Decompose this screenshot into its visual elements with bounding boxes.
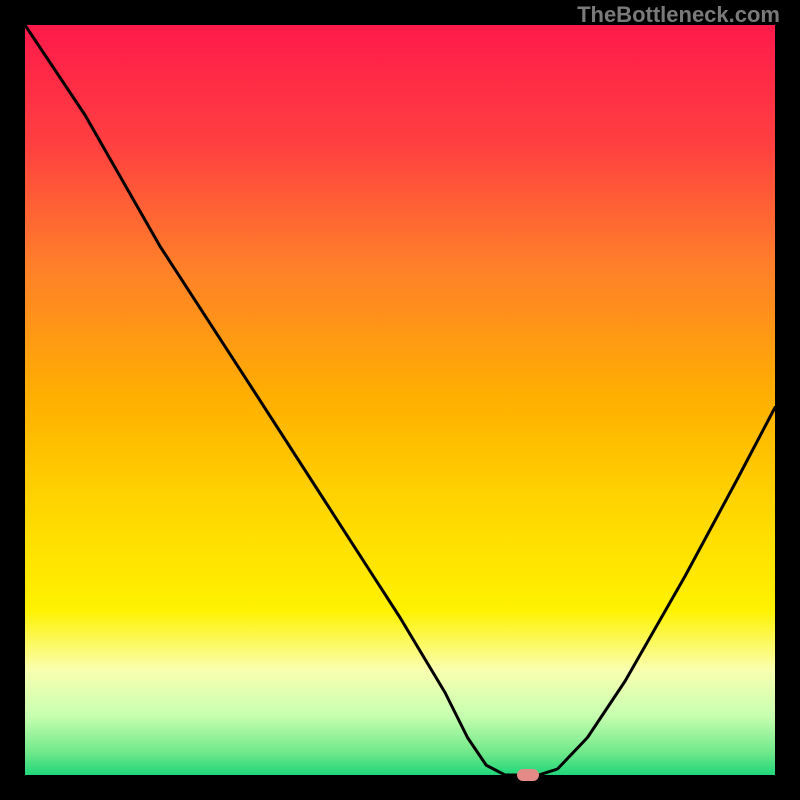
chart-svg (25, 25, 775, 775)
chart-gradient-background (25, 25, 775, 775)
bottleneck-chart (25, 25, 775, 775)
optimal-marker (517, 769, 539, 781)
watermark-text: TheBottleneck.com (577, 2, 780, 28)
